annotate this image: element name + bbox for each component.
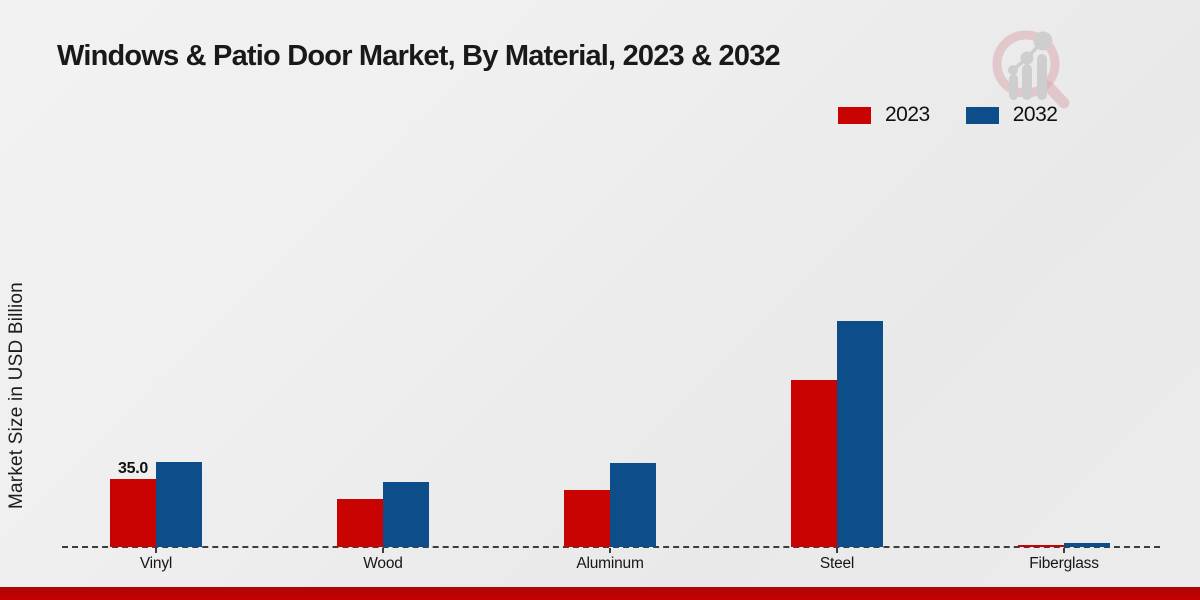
chart-title: Windows & Patio Door Market, By Material… [57,40,781,72]
bar-group-steel [791,320,883,547]
magnifier-bar-chart-logo [992,30,1070,109]
footer-accent-bar [0,587,1200,600]
x-tick-aluminum [609,548,611,553]
y-axis-title: Market Size in USD Billion [6,282,27,510]
x-tick-fiberglass [1063,548,1065,553]
x-tick-label-aluminum: Aluminum [576,555,644,572]
x-tick-label-fiberglass: Fiberglass [1029,555,1099,572]
legend-swatch-2023 [838,106,871,124]
legend-label-2023: 2023 [885,103,930,126]
x-tick-label-steel: Steel [819,555,855,572]
bar-group-aluminum [564,462,656,547]
bar-2032-vinyl [156,462,202,547]
legend-item-2023: 2023 [838,103,930,127]
x-tick-vinyl [155,548,157,553]
bar-group-wood [337,481,429,547]
bar-2023-wood [337,499,383,547]
x-tick-label-vinyl: Vinyl [139,555,173,572]
bar-2023-vinyl [110,479,156,547]
bar-2032-steel [837,320,883,547]
bar-2032-wood [383,481,429,547]
bar-2023-steel [791,380,837,547]
x-tick-steel [836,548,838,553]
legend: 2023 2032 [838,103,1058,127]
bar-2032-fiberglass [1064,542,1110,547]
x-tick-label-wood: Wood [363,555,403,572]
bar-group-vinyl [110,462,202,547]
legend-label-2032: 2032 [1012,103,1058,126]
bar-2032-aluminum [610,462,656,547]
x-axis-line [62,546,1160,548]
bar-2023-fiberglass [1018,545,1064,547]
bar-group-fiberglass [1018,542,1110,547]
bar-value-label-vinyl-2023: 35.0 [118,459,148,477]
legend-item-2032: 2032 [965,103,1058,127]
x-tick-wood [382,548,384,553]
bar-2023-aluminum [564,489,610,547]
legend-swatch-2032 [965,106,999,124]
